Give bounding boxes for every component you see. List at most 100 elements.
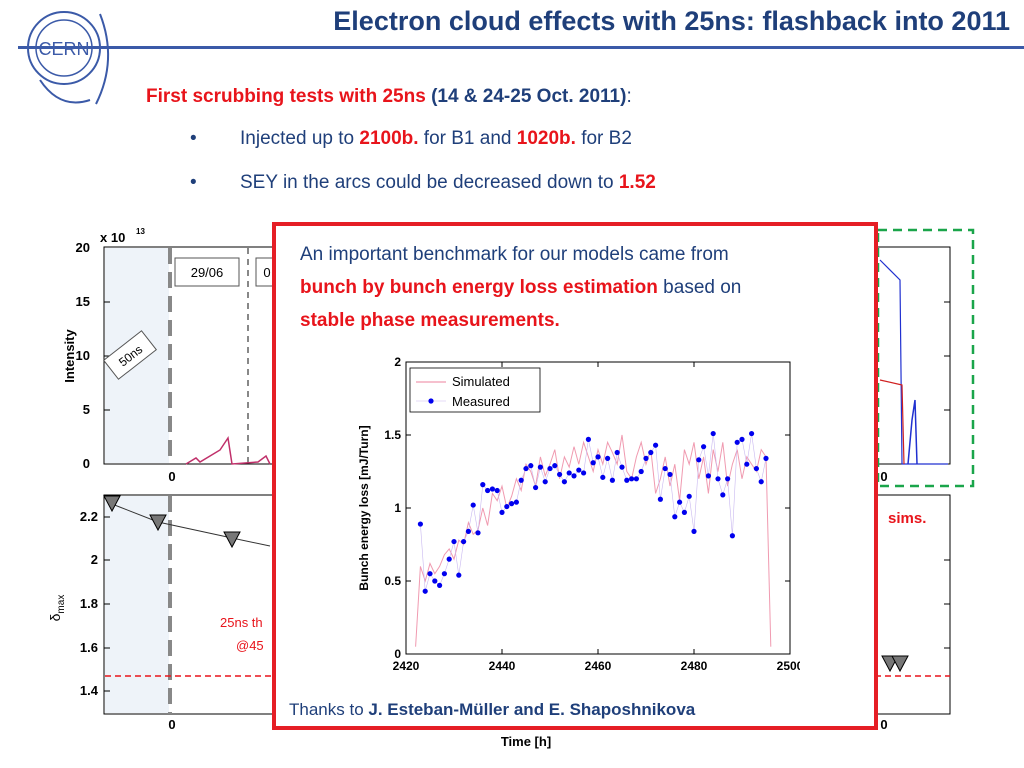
x-tick-label: 2440 [489, 659, 516, 673]
subtitle-colon: : [626, 86, 632, 107]
svg-text:δmax: δmax [47, 595, 67, 622]
thanks-names: J. Esteban-Müller and E. Shaposhnikova [368, 700, 696, 719]
bullet-1-post: for B2 [575, 128, 632, 149]
measured-point [758, 479, 764, 485]
cern-logo-text: CERN [38, 39, 89, 59]
measured-point [590, 460, 596, 466]
popup-period: . [554, 310, 560, 331]
cern-logo: CERN [27, 11, 109, 105]
bottom-ytick-1-6: 1.6 [80, 640, 98, 655]
measured-point [509, 501, 515, 507]
bottom-annotation-2: @45 [236, 638, 264, 653]
measured-point [749, 430, 755, 437]
measured-point [624, 477, 630, 483]
measured-point [523, 465, 529, 472]
measured-point [422, 588, 428, 594]
bottom-right-label: sims. [888, 510, 926, 527]
popup-highlight-1: bunch by bunch energy loss estimation [300, 277, 658, 298]
measured-point [605, 455, 611, 461]
measured-point [470, 502, 476, 508]
measured-point [547, 465, 553, 472]
bottom-xtick-left: 0 [168, 717, 175, 732]
measured-point [585, 436, 591, 442]
measured-point [753, 465, 759, 472]
green-dashed-frame [876, 228, 975, 488]
bottom-ytick-2: 2 [91, 552, 98, 567]
measured-point [437, 582, 443, 588]
measured-point [571, 473, 577, 479]
measured-point [672, 514, 678, 520]
measured-point [729, 533, 735, 539]
bottom-xtick-right: 0 [880, 717, 887, 732]
bottom-xlabel: Time [h] [501, 734, 551, 749]
measured-point [576, 467, 582, 473]
measured-point [441, 571, 447, 577]
measured-point [710, 430, 716, 437]
popup-mid: based on [657, 277, 742, 298]
x-tick-label: 2480 [681, 659, 708, 673]
measured-point [734, 439, 740, 445]
bottom-annotation-1: 25ns th [220, 615, 263, 630]
measured-point [513, 499, 519, 505]
popup-highlight-2: stable phase measurements [300, 310, 555, 331]
top-exponent: x 10 [100, 230, 125, 245]
subtitle-dates: (14 & 24-25 Oct. 2011) [431, 86, 627, 107]
bottom-ytick-1-4: 1.4 [80, 683, 99, 698]
measured-point [489, 486, 495, 492]
bullet-1-hl1: 2100b. [359, 128, 419, 149]
top-xtick-left: 0 [168, 469, 175, 484]
measured-point [614, 449, 620, 456]
y-tick-label: 0.5 [384, 574, 401, 588]
measured-point [494, 487, 500, 494]
simulated-series-line [415, 434, 772, 647]
measured-point [725, 476, 731, 482]
measured-point [744, 461, 750, 467]
measured-point [629, 476, 635, 482]
title-rule [18, 46, 1024, 49]
measured-point [739, 436, 745, 442]
x-tick-label: 2420 [393, 659, 420, 673]
subtitle-red: First scrubbing tests with 25ns [146, 86, 426, 107]
measured-point [566, 470, 572, 476]
measured-point [475, 530, 481, 536]
measured-point [561, 479, 567, 485]
date-box-2-label: 0 [263, 265, 270, 280]
measured-point [595, 454, 601, 460]
bullet-2-pre: SEY in the arcs could be decreased down … [240, 172, 619, 193]
measured-point [638, 468, 644, 475]
bottom-ytick-1-8: 1.8 [80, 596, 98, 611]
top-ytick-5: 5 [83, 402, 90, 417]
measured-point [432, 578, 438, 584]
measured-point [681, 509, 687, 515]
bullet-2-hl1: 1.52 [618, 172, 656, 193]
measured-point [648, 449, 654, 456]
bullet-1-mid: for B1 and [418, 128, 517, 149]
measured-point [686, 493, 692, 499]
measured-point [619, 464, 625, 470]
measured-point [696, 457, 702, 463]
bullet-1-hl2: 1020b. [516, 128, 576, 149]
slide-title: Electron cloud effects with 25ns: flashb… [333, 6, 1010, 36]
measured-point [504, 503, 510, 510]
measured-point [715, 476, 721, 482]
measured-point [701, 444, 707, 450]
measured-point [461, 538, 467, 545]
measured-point [600, 474, 606, 480]
measured-point [653, 442, 659, 448]
top-ytick-10: 10 [76, 348, 90, 363]
label-50ns-box: 50ns [102, 330, 158, 380]
measured-point [763, 455, 769, 461]
legend-box [409, 367, 541, 413]
top-exponent-power: 13 [136, 227, 145, 236]
measured-point [691, 528, 697, 534]
measured-point [485, 487, 491, 494]
popup-text: An important benchmark for our models ca… [300, 238, 860, 337]
legend-measured-label: Measured [452, 394, 510, 409]
measured-point [451, 538, 457, 545]
top-ylabel: Intensity [62, 329, 77, 383]
top-xtick-right: 0 [880, 469, 887, 484]
y-tick-label: 1 [394, 501, 401, 515]
popup-line-1: An important benchmark for our models ca… [300, 244, 729, 265]
measured-point [609, 477, 615, 483]
